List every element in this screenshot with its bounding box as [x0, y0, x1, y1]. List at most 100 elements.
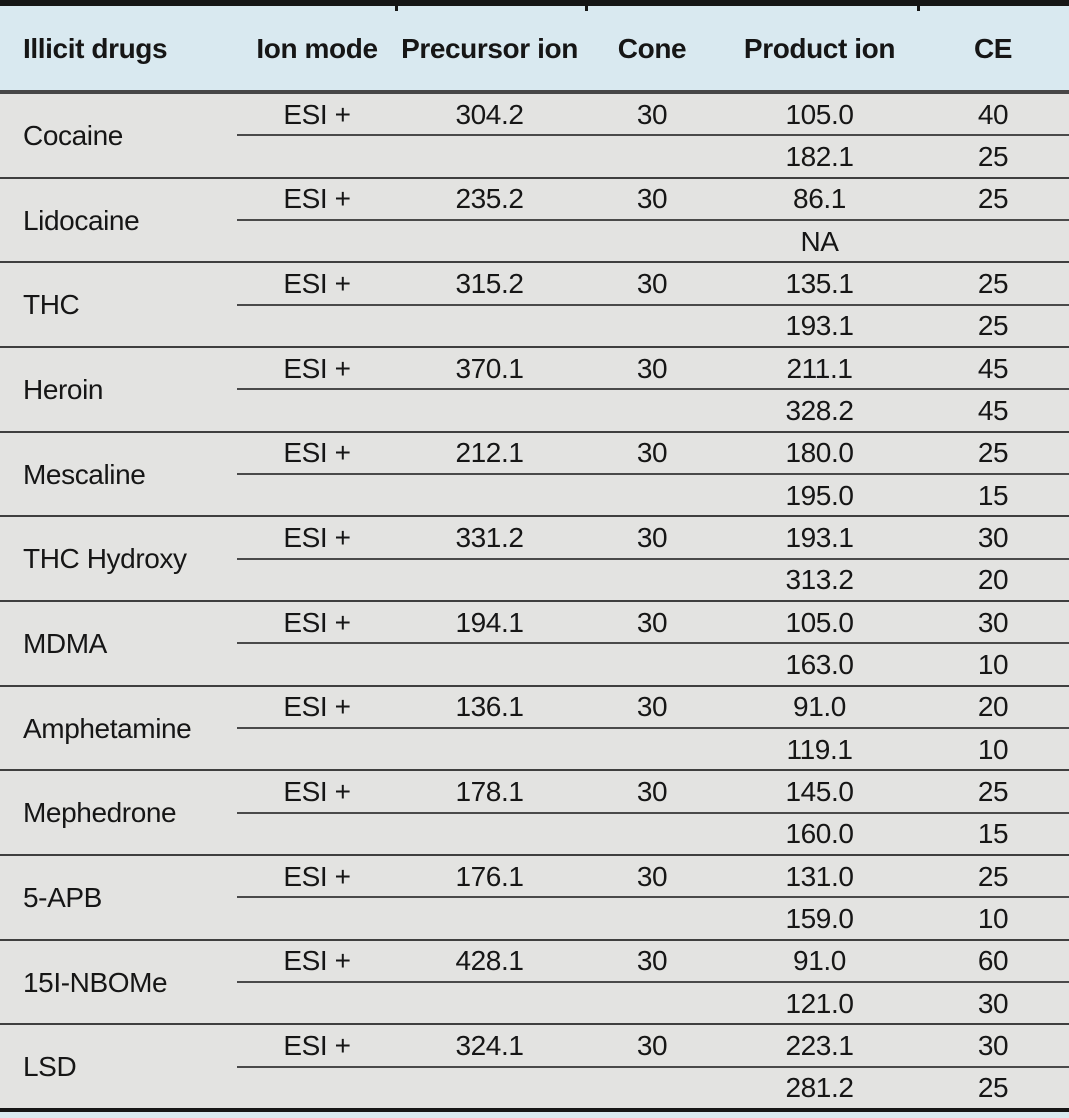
product-ion-value: 145.0	[785, 776, 854, 808]
column-tick	[585, 0, 588, 11]
table-bottom-border	[0, 1108, 1069, 1112]
cone-value: 30	[636, 945, 668, 977]
ce-value: 25	[977, 183, 1009, 215]
cone-value: 30	[636, 98, 668, 130]
precursor-ion-value: 194.1	[455, 606, 524, 638]
transition-row: ESI + 212.1 30 180.0 25	[237, 433, 1069, 476]
table-row-group: Mephedrone ESI + 178.1 30 145.0 25 160.0 15	[0, 771, 1069, 857]
ce-value: 30	[977, 987, 1009, 1019]
ion-mode-value: ESI +	[283, 268, 351, 300]
precursor-ion-empty	[397, 814, 582, 854]
precursor-ion-empty	[397, 136, 582, 176]
transition-subrows: ESI + 136.1 30 91.0 20 119.1 10	[237, 687, 1069, 770]
transition-subrows: ESI + 324.1 30 223.1 30 281.2 25	[237, 1025, 1069, 1108]
transition-subrows: ESI + 176.1 30 131.0 25 159.0 10	[237, 856, 1069, 939]
cone-value: 30	[636, 437, 668, 469]
drug-name: Cocaine	[23, 119, 123, 151]
ion-mode-value: ESI +	[283, 522, 351, 554]
cone-value: 30	[636, 268, 668, 300]
ion-mode-empty	[237, 390, 397, 430]
transition-row: NA	[237, 221, 1069, 261]
table-row-group: 5-APB ESI + 176.1 30 131.0 25 159.0 10	[0, 856, 1069, 941]
ce-value: 15	[977, 479, 1009, 511]
precursor-ion-value: 331.2	[455, 522, 524, 554]
cone-empty	[582, 1068, 722, 1108]
transition-row: ESI + 176.1 30 131.0 25	[237, 856, 1069, 899]
cone-value: 30	[636, 691, 668, 723]
cone-value: 30	[636, 183, 668, 215]
cone-empty	[582, 814, 722, 854]
transition-subrows: ESI + 331.2 30 193.1 30 313.2 20	[237, 517, 1069, 600]
ion-mode-value: ESI +	[283, 437, 351, 469]
drug-name: 5-APB	[23, 881, 102, 913]
product-ion-value: 223.1	[785, 1030, 854, 1062]
precursor-ion-value: 178.1	[455, 776, 524, 808]
drug-name: Amphetamine	[23, 712, 192, 744]
precursor-ion-empty	[397, 1068, 582, 1108]
ce-value: 25	[977, 860, 1009, 892]
cone-value: 30	[636, 860, 668, 892]
precursor-ion-empty	[397, 221, 582, 261]
header-product-ion: Product ion	[743, 32, 896, 64]
ce-value: 30	[977, 522, 1009, 554]
cone-empty	[582, 898, 722, 938]
ion-mode-empty	[237, 983, 397, 1023]
ion-mode-value: ESI +	[283, 352, 351, 384]
transition-row: ESI + 194.1 30 105.0 30	[237, 602, 1069, 645]
precursor-ion-value: 315.2	[455, 268, 524, 300]
precursor-ion-empty	[397, 475, 582, 515]
transition-subrows: ESI + 428.1 30 91.0 60 121.0 30	[237, 941, 1069, 1024]
transition-subrows: ESI + 235.2 30 86.1 25 NA	[237, 179, 1069, 262]
product-ion-value: 91.0	[793, 945, 846, 977]
product-ion-value: 163.0	[785, 649, 854, 681]
transition-row: 182.1 25	[237, 136, 1069, 176]
precursor-ion-value: 212.1	[455, 437, 524, 469]
cone-value: 30	[636, 606, 668, 638]
header-ion-mode: Ion mode	[256, 32, 378, 64]
precursor-ion-value: 304.2	[455, 98, 524, 130]
drug-name: Mescaline	[23, 458, 146, 490]
header-illicit-drugs: Illicit drugs	[23, 32, 168, 64]
product-ion-value: NA	[800, 225, 839, 257]
precursor-ion-empty	[397, 644, 582, 684]
precursor-ion-empty	[397, 390, 582, 430]
precursor-ion-value: 176.1	[455, 860, 524, 892]
transition-subrows: ESI + 194.1 30 105.0 30 163.0 10	[237, 602, 1069, 685]
product-ion-value: 328.2	[785, 395, 854, 427]
transition-row: ESI + 178.1 30 145.0 25	[237, 771, 1069, 814]
ion-mode-value: ESI +	[283, 860, 351, 892]
table-row-group: THC ESI + 315.2 30 135.1 25 193.1 25	[0, 263, 1069, 349]
transition-row: ESI + 136.1 30 91.0 20	[237, 687, 1069, 730]
product-ion-value: 193.1	[785, 522, 854, 554]
precursor-ion-value: 428.1	[455, 945, 524, 977]
cone-empty	[582, 136, 722, 176]
header-precursor-ion: Precursor ion	[401, 32, 578, 64]
ce-value: 30	[977, 606, 1009, 638]
transition-subrows: ESI + 212.1 30 180.0 25 195.0 15	[237, 433, 1069, 516]
ce-value: 15	[977, 818, 1009, 850]
transition-row: ESI + 370.1 30 211.1 45	[237, 348, 1069, 391]
product-ion-value: 121.0	[785, 987, 854, 1019]
drug-name: MDMA	[23, 627, 107, 659]
precursor-ion-empty	[397, 898, 582, 938]
column-tick	[917, 0, 920, 11]
transition-row: ESI + 235.2 30 86.1 25	[237, 179, 1069, 222]
transition-row: ESI + 304.2 30 105.0 40	[237, 94, 1069, 137]
transition-row: 159.0 10	[237, 898, 1069, 938]
table-header-row: Illicit drugs Ion mode Precursor ion Con…	[0, 6, 1069, 90]
transition-row: ESI + 331.2 30 193.1 30	[237, 517, 1069, 560]
ion-mode-value: ESI +	[283, 606, 351, 638]
precursor-ion-value: 324.1	[455, 1030, 524, 1062]
product-ion-value: 135.1	[785, 268, 854, 300]
transition-row: 163.0 10	[237, 644, 1069, 684]
cone-value: 30	[636, 776, 668, 808]
ce-value: 25	[977, 268, 1009, 300]
drug-name: Heroin	[23, 373, 104, 405]
transition-row: 121.0 30	[237, 983, 1069, 1023]
header-cone: Cone	[617, 32, 687, 64]
ce-value: 10	[977, 733, 1009, 765]
product-ion-value: 193.1	[785, 310, 854, 342]
header-separator	[0, 90, 1069, 94]
table-row-group: MDMA ESI + 194.1 30 105.0 30 163.0 10	[0, 602, 1069, 687]
